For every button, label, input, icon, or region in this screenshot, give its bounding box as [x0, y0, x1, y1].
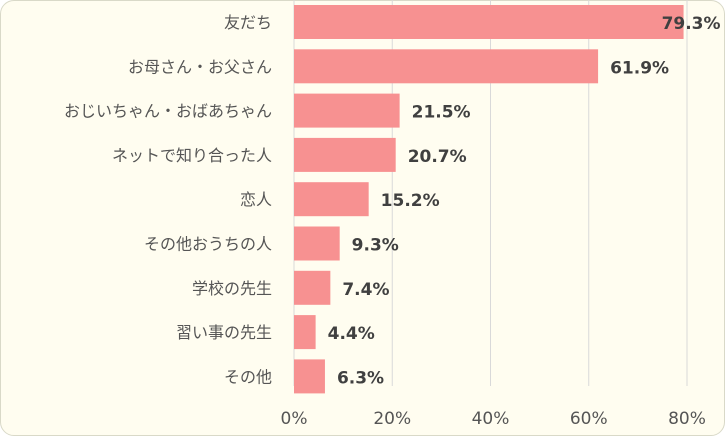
bar: [294, 270, 331, 305]
x-tick-label: 40%: [472, 409, 510, 429]
data-label: 15.2%: [381, 191, 440, 211]
bar: [294, 137, 396, 172]
category-label: その他おうちの人: [144, 235, 272, 254]
x-tick-label: 60%: [570, 409, 608, 429]
bar: [294, 93, 400, 128]
data-label: 9.3%: [352, 236, 399, 256]
category-label: その他: [224, 367, 272, 386]
bar: [294, 359, 325, 394]
bar: [294, 182, 369, 217]
category-label: 学校の先生: [192, 279, 272, 298]
data-label: 21.5%: [412, 103, 471, 123]
bar: [294, 5, 684, 39]
category-label: 習い事の先生: [176, 323, 272, 342]
data-label: 20.7%: [408, 147, 467, 167]
bar: [294, 226, 340, 261]
bar: [294, 315, 316, 350]
labels: 0% 20% 40% 60% 80% 友だち 79.3% お母さん・お父さん 61.9% おじいち…: [64, 13, 721, 429]
x-tick-label: 20%: [373, 409, 411, 429]
bar: [294, 49, 599, 84]
data-label: 7.4%: [342, 280, 389, 300]
category-label: 友だち: [224, 13, 272, 32]
category-label: お母さん・お父さん: [128, 57, 272, 76]
data-label: 79.3%: [662, 14, 721, 34]
x-tick-label: 0%: [281, 409, 308, 429]
data-label: 4.4%: [328, 324, 375, 344]
x-tick-label: 80%: [668, 409, 706, 429]
category-label: ネットで知り合った人: [112, 146, 272, 165]
data-label: 6.3%: [337, 368, 384, 388]
category-label: おじいちゃん・おばあちゃん: [64, 102, 272, 121]
data-label: 61.9%: [610, 58, 669, 78]
category-label: 恋人: [240, 190, 272, 209]
bars: [294, 5, 684, 394]
